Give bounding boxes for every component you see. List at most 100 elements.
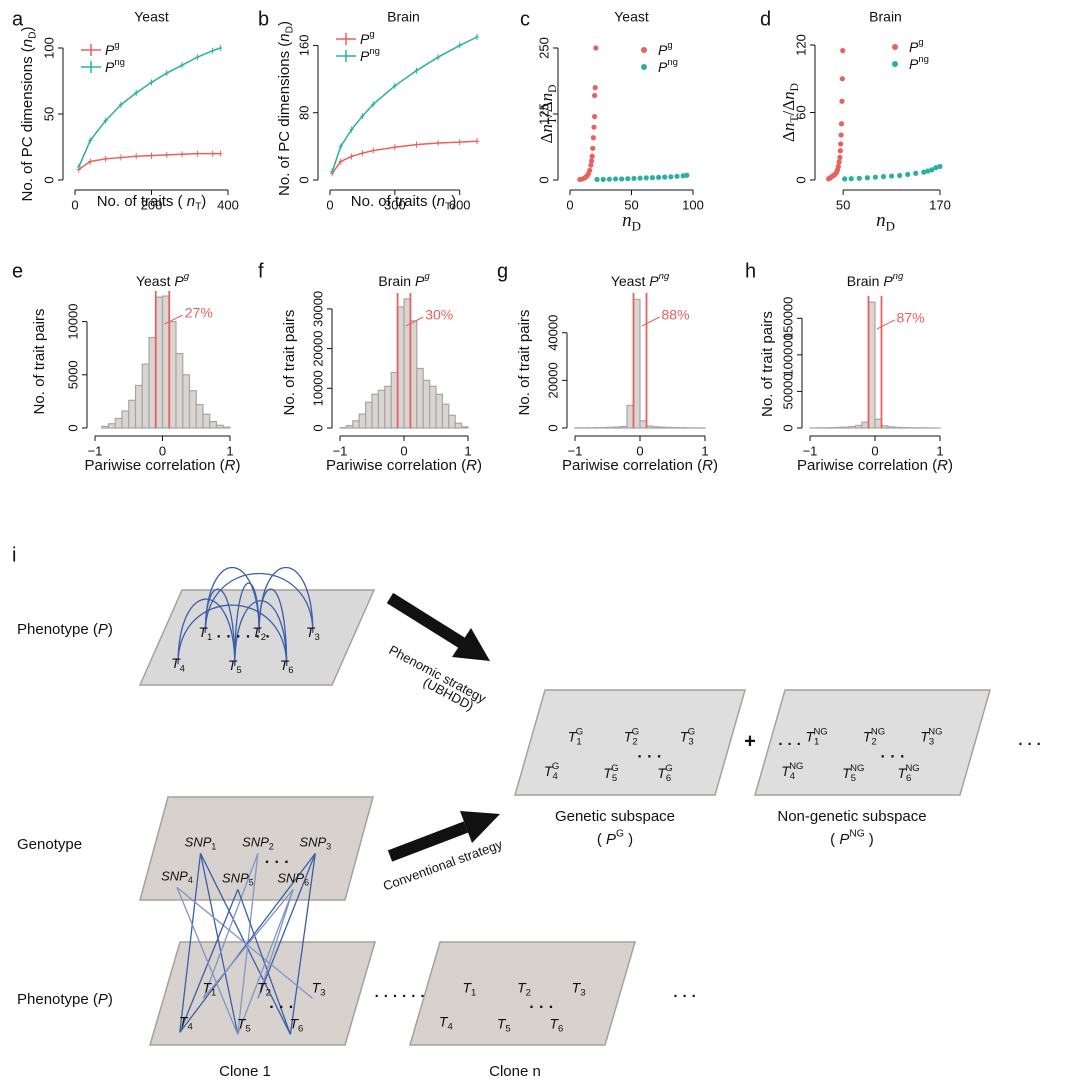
text-part: 6: [558, 1023, 563, 1034]
y-tick-label: 0: [296, 176, 311, 183]
bar: [182, 374, 191, 429]
point: [588, 162, 594, 168]
point: [872, 174, 879, 180]
text-part: g: [424, 271, 430, 282]
y-axis-label: ΔnT/ΔnD: [779, 83, 801, 142]
text-part: NG: [789, 761, 803, 772]
y-axis-label: No. of trait pairs: [516, 310, 533, 416]
trait-label: T1NG: [805, 726, 827, 747]
line: [331, 140, 478, 174]
text-part: Brain: [847, 273, 884, 289]
text-part: ng: [893, 271, 904, 282]
text-part: NG: [871, 726, 885, 737]
text-part: Δ: [779, 131, 798, 142]
x-tick-label: 0: [566, 197, 573, 212]
subspace-caption: ( PG ): [597, 828, 633, 848]
text-part: 6: [298, 1023, 303, 1034]
bar: [397, 306, 405, 429]
point: [897, 172, 903, 179]
point: [662, 174, 668, 180]
point: [674, 173, 680, 179]
row-label: Phenotype (P): [17, 621, 113, 638]
text-part: P: [105, 59, 115, 75]
text-part: NG: [928, 726, 942, 737]
text-part: ): [19, 27, 36, 32]
point: [643, 175, 649, 181]
text-part: T: [657, 765, 667, 781]
panel-letter: f: [258, 260, 264, 282]
association-line: [176, 886, 314, 999]
trait-label: T2NG: [863, 726, 885, 747]
text-part: D: [284, 26, 295, 33]
trait-label: T6NG: [897, 763, 919, 784]
x-tick-label: 1: [701, 443, 708, 458]
bar: [435, 393, 444, 429]
point: [668, 174, 674, 180]
plane: [138, 589, 376, 686]
x-tick-label: 600: [449, 197, 471, 212]
panel-letter: i: [12, 544, 16, 566]
legend-label: Pg: [105, 40, 120, 58]
y-tick-label: 40000: [545, 315, 560, 351]
marker: [195, 54, 200, 61]
text-part: P: [360, 48, 370, 64]
bar: [141, 363, 150, 429]
text-part: P: [658, 59, 668, 75]
text-part: 1: [471, 987, 476, 998]
text-part: ): [865, 831, 874, 848]
marker: [360, 113, 365, 120]
text-part: R: [225, 457, 236, 474]
point: [600, 176, 606, 183]
marker: [392, 144, 397, 151]
bar: [195, 403, 204, 429]
y-tick-label: 50000: [780, 373, 795, 409]
text-part: D: [632, 219, 641, 234]
text-part: 2: [632, 736, 637, 747]
point: [625, 176, 631, 182]
bar: [148, 336, 157, 429]
marker: [338, 143, 343, 150]
point: [606, 176, 612, 182]
text-part: P: [883, 273, 893, 289]
text-part: 6: [304, 878, 309, 888]
text-part: 1: [576, 736, 581, 747]
text-part: Phenotype (: [17, 621, 98, 638]
marker: [88, 158, 93, 165]
trait-label: T4G: [544, 761, 559, 782]
text-part: g: [918, 37, 923, 48]
text-part: P: [98, 621, 108, 638]
text-part: Yeast: [136, 273, 174, 289]
text-part: 4: [188, 876, 193, 886]
y-tick-label: 20000: [310, 331, 325, 367]
legend-marker: [892, 44, 898, 50]
trait-label: T4NG: [781, 761, 803, 782]
point: [837, 154, 843, 161]
marker: [164, 151, 169, 158]
text-part: 2: [266, 987, 271, 998]
annotation: 27%: [185, 305, 213, 321]
marker: [76, 163, 81, 170]
x-axis-label: Pariwise correlation (R): [85, 457, 241, 474]
bar: [461, 426, 469, 429]
bar: [161, 295, 170, 429]
panel-letter: a: [12, 8, 24, 30]
text-part: ): [477, 457, 482, 474]
point: [592, 85, 598, 91]
text-part: D: [546, 85, 559, 93]
text-part: 5: [249, 878, 254, 888]
point: [838, 141, 844, 147]
text-part: Yeast: [611, 273, 649, 289]
text-part: ): [451, 193, 456, 210]
trait-label: T6G: [657, 763, 672, 784]
text-part: ): [624, 831, 633, 848]
text-part: P: [839, 831, 849, 848]
marker: [414, 141, 419, 148]
y-tick-label: 150000: [780, 297, 795, 340]
point: [880, 174, 887, 180]
text-part: 6: [666, 773, 671, 784]
text-part: 4: [180, 663, 186, 674]
trait-label: T5: [237, 1015, 251, 1034]
text-part: T: [257, 979, 267, 995]
text-part: No. of traits (: [97, 193, 187, 210]
text-part: P: [98, 991, 108, 1008]
